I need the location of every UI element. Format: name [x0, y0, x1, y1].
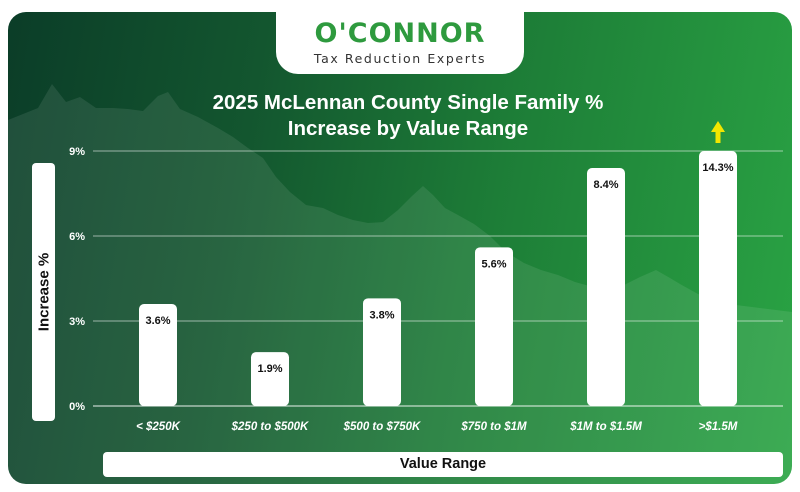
chart-title: 2025 McLennan County Single Family % Inc…: [158, 90, 658, 142]
bar-value-label: 3.6%: [145, 315, 170, 327]
bar-value-label: 8.4%: [593, 179, 618, 191]
x-axis-label: Value Range: [399, 456, 487, 472]
bar-value-label: 14.3%: [702, 162, 733, 174]
y-axis-label-box: Increase %: [32, 163, 55, 421]
logo-tab: O'CONNOR Tax Reduction Experts: [276, 12, 524, 74]
up-arrow-icon: [711, 121, 725, 132]
y-tick-label: 0%: [69, 401, 85, 413]
oconnor-logo: O'CONNOR: [314, 18, 486, 49]
bar-value-label: 1.9%: [257, 363, 282, 375]
bar: [139, 304, 177, 406]
x-tick-label: $500 to $750K: [343, 421, 421, 433]
y-tick-label: 9%: [69, 146, 85, 158]
y-tick-label: 6%: [69, 231, 85, 243]
x-tick-label: $1M to $1.5M: [569, 421, 642, 433]
bar: [251, 352, 289, 406]
x-tick-label: >$1.5M: [699, 421, 738, 433]
x-axis-label-box: Value Range: [103, 452, 783, 477]
logo-tagline: Tax Reduction Experts: [313, 51, 487, 66]
bar: [475, 247, 513, 406]
x-tick-label: < $250K: [136, 421, 180, 433]
up-arrow-icon-shaft: [715, 131, 721, 143]
bar-chart: 0% 3% 6% 9% 3.6% < $250K 1.9% $250 to $500K 3.8%…: [69, 121, 783, 433]
y-tick-label: 3%: [69, 316, 85, 328]
bar: [699, 151, 737, 406]
chart-title-line-1: 2025 McLennan County Single Family %: [212, 91, 604, 114]
bar-value-label: 3.8%: [369, 309, 394, 321]
chart-panel: O'CONNOR Tax Reduction Experts 2025 McLe…: [8, 12, 792, 484]
bar: [587, 168, 625, 406]
bar: [363, 298, 401, 406]
bar-value-label: 5.6%: [481, 258, 506, 270]
x-tick-label: $750 to $1M: [460, 421, 527, 433]
chart-title-line-2: Increase by Value Range: [287, 117, 529, 140]
x-tick-label: $250 to $500K: [231, 421, 309, 433]
